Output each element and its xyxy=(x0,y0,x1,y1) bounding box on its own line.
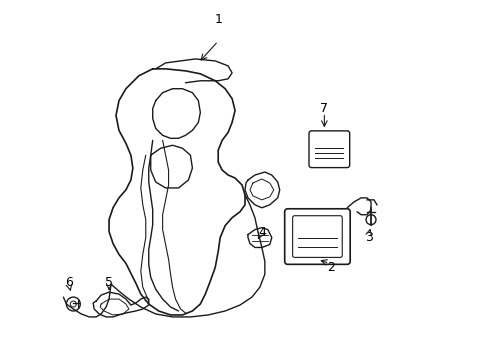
Text: 7: 7 xyxy=(320,102,328,115)
Text: 5: 5 xyxy=(105,276,113,289)
Text: 6: 6 xyxy=(65,276,73,289)
Text: 2: 2 xyxy=(327,261,335,274)
Text: 4: 4 xyxy=(257,226,265,239)
Text: 3: 3 xyxy=(365,231,372,244)
Text: 1: 1 xyxy=(214,13,222,26)
